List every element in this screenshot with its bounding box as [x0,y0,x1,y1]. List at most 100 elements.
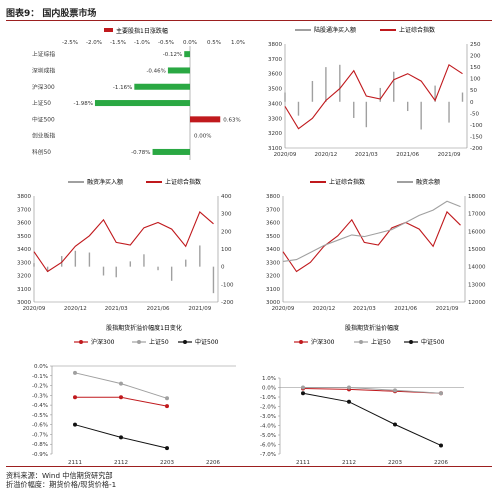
y-right-tick-label: 100 [470,77,481,83]
x-tick-label: 2020/09 [272,306,295,312]
y-right-tick-label: 18000 [468,194,486,200]
y-right-tick-label: -200 [221,300,234,306]
y-right-tick-label: 50 [470,88,477,94]
y-tick-label: -0.6% [32,423,48,429]
y-left-tick-label: 3400 [268,101,282,107]
data-point [73,395,77,400]
data-point [119,395,123,400]
value-label: -0.78% [131,150,150,156]
legend-label: 上证50 [371,338,391,346]
y-right-tick-label: 13000 [468,282,486,288]
y-left-tick-label: 3600 [266,221,280,227]
x-tick-label: 2203 [388,460,402,466]
y-left-tick-label: 3700 [266,207,280,213]
y-right-tick-label: 250 [470,42,481,48]
x-tick-label: 2021/09 [438,152,461,158]
value-label: 0.00% [194,134,211,140]
legend-marker [79,340,83,344]
data-point [301,385,305,390]
category-label: 创业板指 [32,132,55,140]
y-tick-label: -0.4% [32,403,48,409]
x-tick-label: -1.0% [134,40,150,46]
y-right-tick-label: 0 [221,265,225,271]
x-tick-label: 2112 [342,460,356,466]
legend-marker [137,340,141,344]
y-tick-label: -0.5% [32,413,48,419]
source-note: 资料来源：Wind 中信期货研究部 [6,471,113,480]
y-left-tick-label: 3600 [268,72,282,78]
category-label: 上证综指 [32,50,55,58]
data-point [347,399,351,404]
series-line [303,387,442,394]
y-right-tick-label: 15000 [468,247,486,253]
category-label: 沪深300 [32,83,55,91]
y-left-tick-label: 3400 [266,247,280,253]
chart-title: 股指期货折溢价幅度 [345,324,399,332]
legend-label: 上证综合指数 [329,178,365,186]
x-tick-label: 2021/06 [394,306,417,312]
x-tick-label: 2021/03 [353,306,376,312]
y-tick-label: -0.7% [32,432,48,438]
category-label: 上证50 [32,99,51,107]
y-tick-label: 0.0% [262,386,276,392]
margin-balance-chart: 上证综合指数 融资余额 3000 3100 3200 3300 3400 3500 3600 37… [255,176,495,318]
x-tick-label: 2021/09 [188,306,211,312]
y-left-tick-label: 3300 [17,260,31,266]
value-label: 0.63% [223,117,240,123]
legend-label: 主要股指1日涨跌幅 [116,27,168,35]
y-left-tick-label: 3200 [266,274,280,280]
y-tick-label: -3.0% [260,414,276,420]
x-tick-label: 2021/06 [147,306,170,312]
legend-label: 上证综合指数 [165,178,201,186]
x-tick-label: 1.0% [231,40,245,46]
category-label: 中证500 [32,115,55,123]
bar [152,148,190,155]
x-tick-label: 2206 [434,460,448,466]
x-tick-label: 2111 [296,460,310,466]
y-tick-label: -2.0% [260,405,276,411]
x-tick-label: 0.5% [207,40,221,46]
y-left-tick-label: 3800 [266,194,280,200]
y-tick-label: 0.0% [34,364,48,370]
value-label: -0.12% [163,52,182,58]
chart-title: 股指期货折溢价幅度1日变化 [106,324,182,332]
basis-level-chart: 股指期货折溢价幅度 沪深300 上证50 中证500 1.0% 0.0% -1.0% -2.0… [256,322,482,466]
y-right-tick-label: 150 [470,65,481,71]
y-right-tick-label: 200 [221,229,232,235]
basis-change-chart: 股指期货折溢价幅度1日变化 沪深300 上证50 中证500 0.0% -0.1% -0.2… [28,322,244,466]
series-line [302,392,442,446]
y-left-tick-label: 3800 [17,194,31,200]
x-tick-label: 0.0% [183,40,197,46]
data-point [119,435,123,440]
y-left-tick-label: 3200 [268,131,282,137]
bottom-rule [6,466,492,467]
data-point [393,388,397,393]
value-label: -0.46% [146,68,165,74]
basis-definition-note: 折溢价幅度：期货价格/现货价格-1 [6,480,117,489]
series-line [284,63,463,130]
y-right-tick-label: 100 [221,247,232,253]
y-left-tick-label: 3300 [266,260,280,266]
y-tick-label: -4.0% [260,424,276,430]
y-left-tick-label: 3500 [268,87,282,93]
x-tick-label: 2021/03 [105,306,128,312]
y-right-tick-label: 12000 [468,300,486,306]
legend-label: 上证50 [149,338,169,346]
y-right-tick-label: -50 [470,111,479,117]
legend-marker [359,340,363,344]
legend-label: 沪深300 [311,338,335,346]
y-right-tick-label: 400 [221,194,232,200]
x-tick-label: 2020/12 [314,152,337,158]
y-left-tick-label: 3500 [17,234,31,240]
y-right-tick-label: -200 [470,146,483,152]
y-right-tick-label: 300 [221,212,232,218]
y-tick-label: -5.0% [260,433,276,439]
y-left-tick-label: 3700 [17,207,31,213]
data-point [393,422,397,427]
northbound-flow-chart: 陆股通净买入额 上证综合指数 3100 3200 3300 3400 3500 3600 370… [255,24,495,164]
x-tick-label: -2.0% [86,40,102,46]
x-tick-label: -0.5% [158,40,174,46]
y-right-tick-label: 17000 [468,212,486,218]
y-tick-label: -7.0% [260,452,276,458]
legend-label: 融资余额 [416,178,440,186]
